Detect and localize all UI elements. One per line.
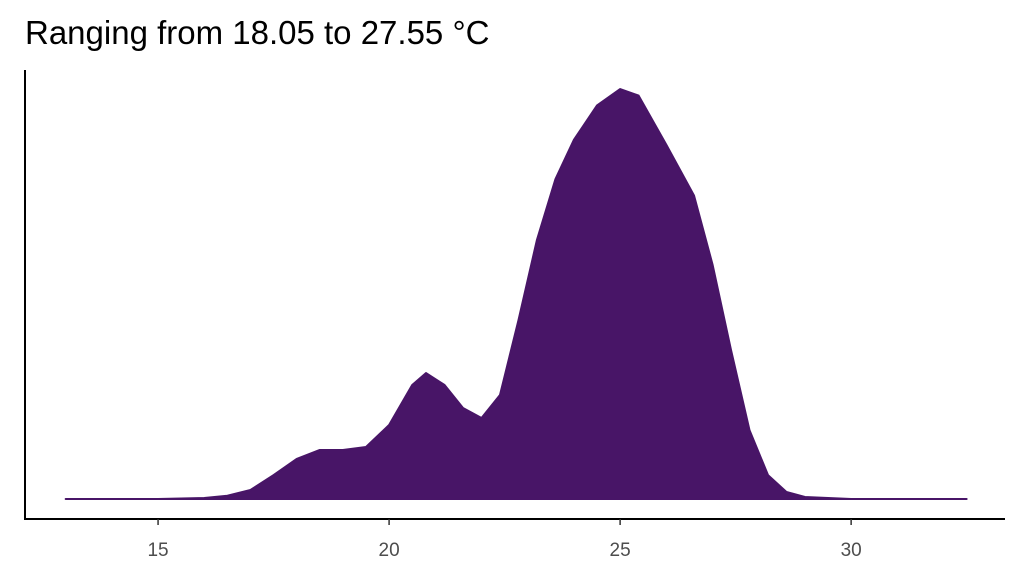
chart-title: Ranging from 18.05 to 27.55 °C bbox=[25, 14, 489, 51]
x-tick-label: 30 bbox=[841, 540, 862, 561]
x-tick-label: 20 bbox=[379, 540, 400, 561]
x-tick-label: 15 bbox=[147, 540, 168, 561]
density-area bbox=[64, 88, 968, 500]
x-tick-label: 25 bbox=[610, 540, 631, 561]
